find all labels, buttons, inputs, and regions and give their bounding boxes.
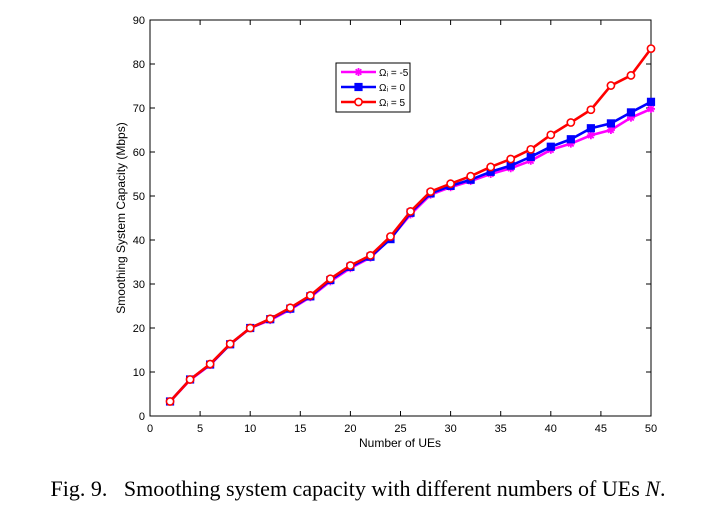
series-line-0 [166, 104, 655, 406]
y-tick-label: 70 [133, 103, 145, 115]
data-point [506, 154, 516, 164]
series-line-2 [165, 44, 656, 406]
x-tick-label: 50 [645, 423, 657, 435]
data-point [526, 144, 536, 154]
y-tick-label: 0 [139, 411, 145, 423]
x-tick-label: 35 [495, 423, 507, 435]
caption-end: . [659, 476, 666, 501]
legend-label: Ωᵢ = 0 [379, 83, 405, 94]
data-point [205, 359, 215, 369]
figure-caption: Fig. 9. Smoothing system capacity with d… [0, 476, 716, 502]
data-point [325, 274, 335, 284]
legend-entry: Ωᵢ = 0 [341, 82, 405, 94]
y-tick-label: 30 [133, 279, 145, 291]
legend-label: Ωᵢ = -5 [379, 68, 409, 79]
data-point [285, 303, 295, 313]
x-tick-label: 25 [394, 423, 406, 435]
series-path [169, 107, 652, 403]
series-line-1 [165, 97, 656, 406]
data-point [526, 152, 535, 161]
data-point [566, 118, 576, 127]
data-point [626, 108, 636, 117]
legend-label: Ωᵢ = 5 [379, 98, 405, 109]
x-axis-label: Number of UEs [359, 436, 441, 450]
data-point [245, 323, 255, 333]
legend-entries: Ωᵢ = -5 Ωᵢ = 0 Ωᵢ = 5 [341, 68, 409, 109]
y-tick-label: 60 [133, 147, 145, 159]
data-point [606, 119, 616, 128]
caption-label: Fig. 9. [50, 476, 108, 501]
data-point [265, 314, 275, 324]
x-tick-label: 10 [244, 423, 256, 435]
data-point [345, 261, 355, 270]
caption-text: Smoothing system capacity with different… [123, 476, 640, 501]
data-point [626, 71, 636, 80]
data-point [647, 104, 655, 113]
data-point [586, 124, 595, 133]
data-point [225, 339, 235, 349]
series-path [169, 100, 652, 403]
y-tick-label: 40 [133, 235, 145, 247]
y-axis: 0 10 20 30 40 50 60 70 80 90 [133, 15, 651, 423]
x-tick-label: 5 [197, 423, 203, 435]
data-point [354, 82, 363, 92]
data-point [426, 187, 435, 196]
data-point [606, 81, 616, 90]
y-tick-label: 50 [133, 191, 145, 203]
x-tick-label: 0 [147, 423, 153, 435]
data-point [466, 171, 476, 181]
data-point [354, 68, 363, 76]
data-point [546, 130, 556, 140]
y-tick-label: 20 [133, 323, 145, 335]
x-tick-label: 20 [344, 423, 356, 435]
x-tick-label: 40 [545, 423, 557, 435]
series-path [169, 47, 653, 403]
legend-entry: Ωᵢ = 5 [341, 97, 405, 109]
data-point [586, 105, 596, 115]
data-point [546, 142, 555, 151]
x-tick-label: 15 [294, 423, 306, 435]
data-point [185, 375, 195, 384]
data-point [646, 44, 656, 53]
y-axis-label: Smoothing System Capacity (Mbps) [114, 122, 128, 313]
y-tick-label: 90 [133, 15, 145, 27]
data-point [386, 232, 395, 241]
x-axis: 0 5 10 15 20 25 30 35 40 45 50 [147, 20, 657, 435]
legend-entry: Ωᵢ = -5 [341, 68, 409, 79]
data-point [165, 397, 175, 406]
x-tick-label: 45 [595, 423, 607, 435]
series-layer [165, 44, 656, 406]
caption-variable: N [645, 476, 660, 501]
data-point [646, 97, 656, 106]
x-tick-label: 30 [444, 423, 456, 435]
data-point [354, 97, 363, 107]
y-tick-label: 10 [133, 367, 145, 379]
data-point [446, 179, 455, 189]
legend: Ωᵢ = -5 Ωᵢ = 0 Ωᵢ = 5 [335, 62, 411, 113]
data-point [305, 291, 315, 300]
data-point [566, 135, 575, 144]
data-point [486, 162, 496, 172]
y-tick-label: 80 [133, 59, 145, 71]
data-point [366, 250, 375, 260]
data-point [406, 206, 415, 216]
data-point [586, 131, 595, 140]
